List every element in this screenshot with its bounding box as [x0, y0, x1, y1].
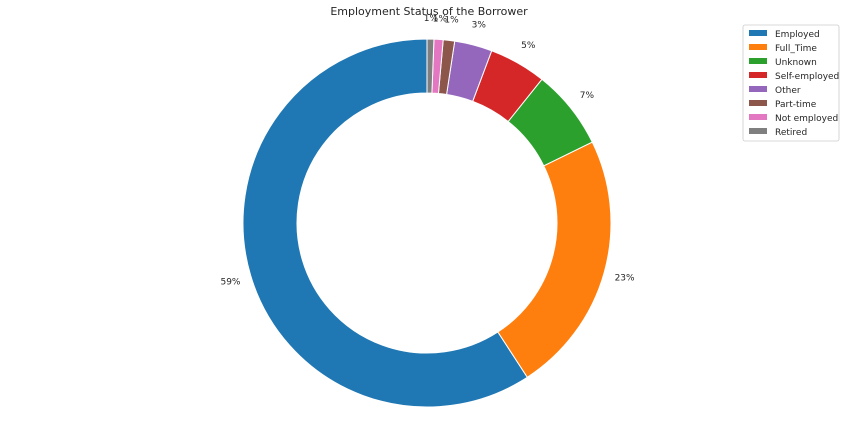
legend-swatch [749, 86, 767, 92]
legend-label: Not employed [775, 114, 838, 124]
chart-title: Employment Status of the Borrower [330, 5, 528, 18]
legend-swatch [749, 30, 767, 36]
pct-label-self-employed: 5% [521, 41, 536, 51]
slice-employed [242, 38, 529, 408]
pct-label-retired: 1% [424, 14, 439, 24]
legend-label: Self-employed [775, 72, 839, 82]
percentage-labels: 59% 23%7%5%3%1%1%1% [220, 14, 635, 287]
pct-label-not-employed: 1% [433, 14, 448, 24]
legend-label: Other [775, 86, 801, 96]
legend-swatch [749, 128, 767, 134]
donut-slices [242, 38, 612, 408]
legend-swatch [749, 44, 767, 50]
slice-retired [426, 38, 435, 94]
legend-frame [742, 24, 840, 142]
legend-label: Unknown [775, 58, 817, 68]
legend-label: Employed [775, 30, 820, 40]
legend-swatch [749, 58, 767, 64]
legend-swatch [749, 114, 767, 120]
pct-label-other: 3% [472, 21, 487, 31]
legend: Employed Full_Time Unknown Self-employed Oth… [742, 24, 840, 142]
legend-swatch [749, 100, 767, 106]
legend-swatch [749, 72, 767, 78]
legend-label: Part-time [775, 100, 817, 110]
legend-items: Employed Full_Time Unknown Self-employed Oth… [749, 30, 839, 138]
legend-label: Full_Time [775, 44, 817, 54]
legend-label: Retired [775, 128, 807, 138]
pct-label-part-time: 1% [444, 16, 459, 26]
pct-label-employed: 59% [220, 277, 240, 287]
slice-full-time [497, 141, 612, 378]
pct-label-full-time: 23% [615, 274, 635, 284]
pct-label-unknown: 7% [580, 91, 595, 101]
